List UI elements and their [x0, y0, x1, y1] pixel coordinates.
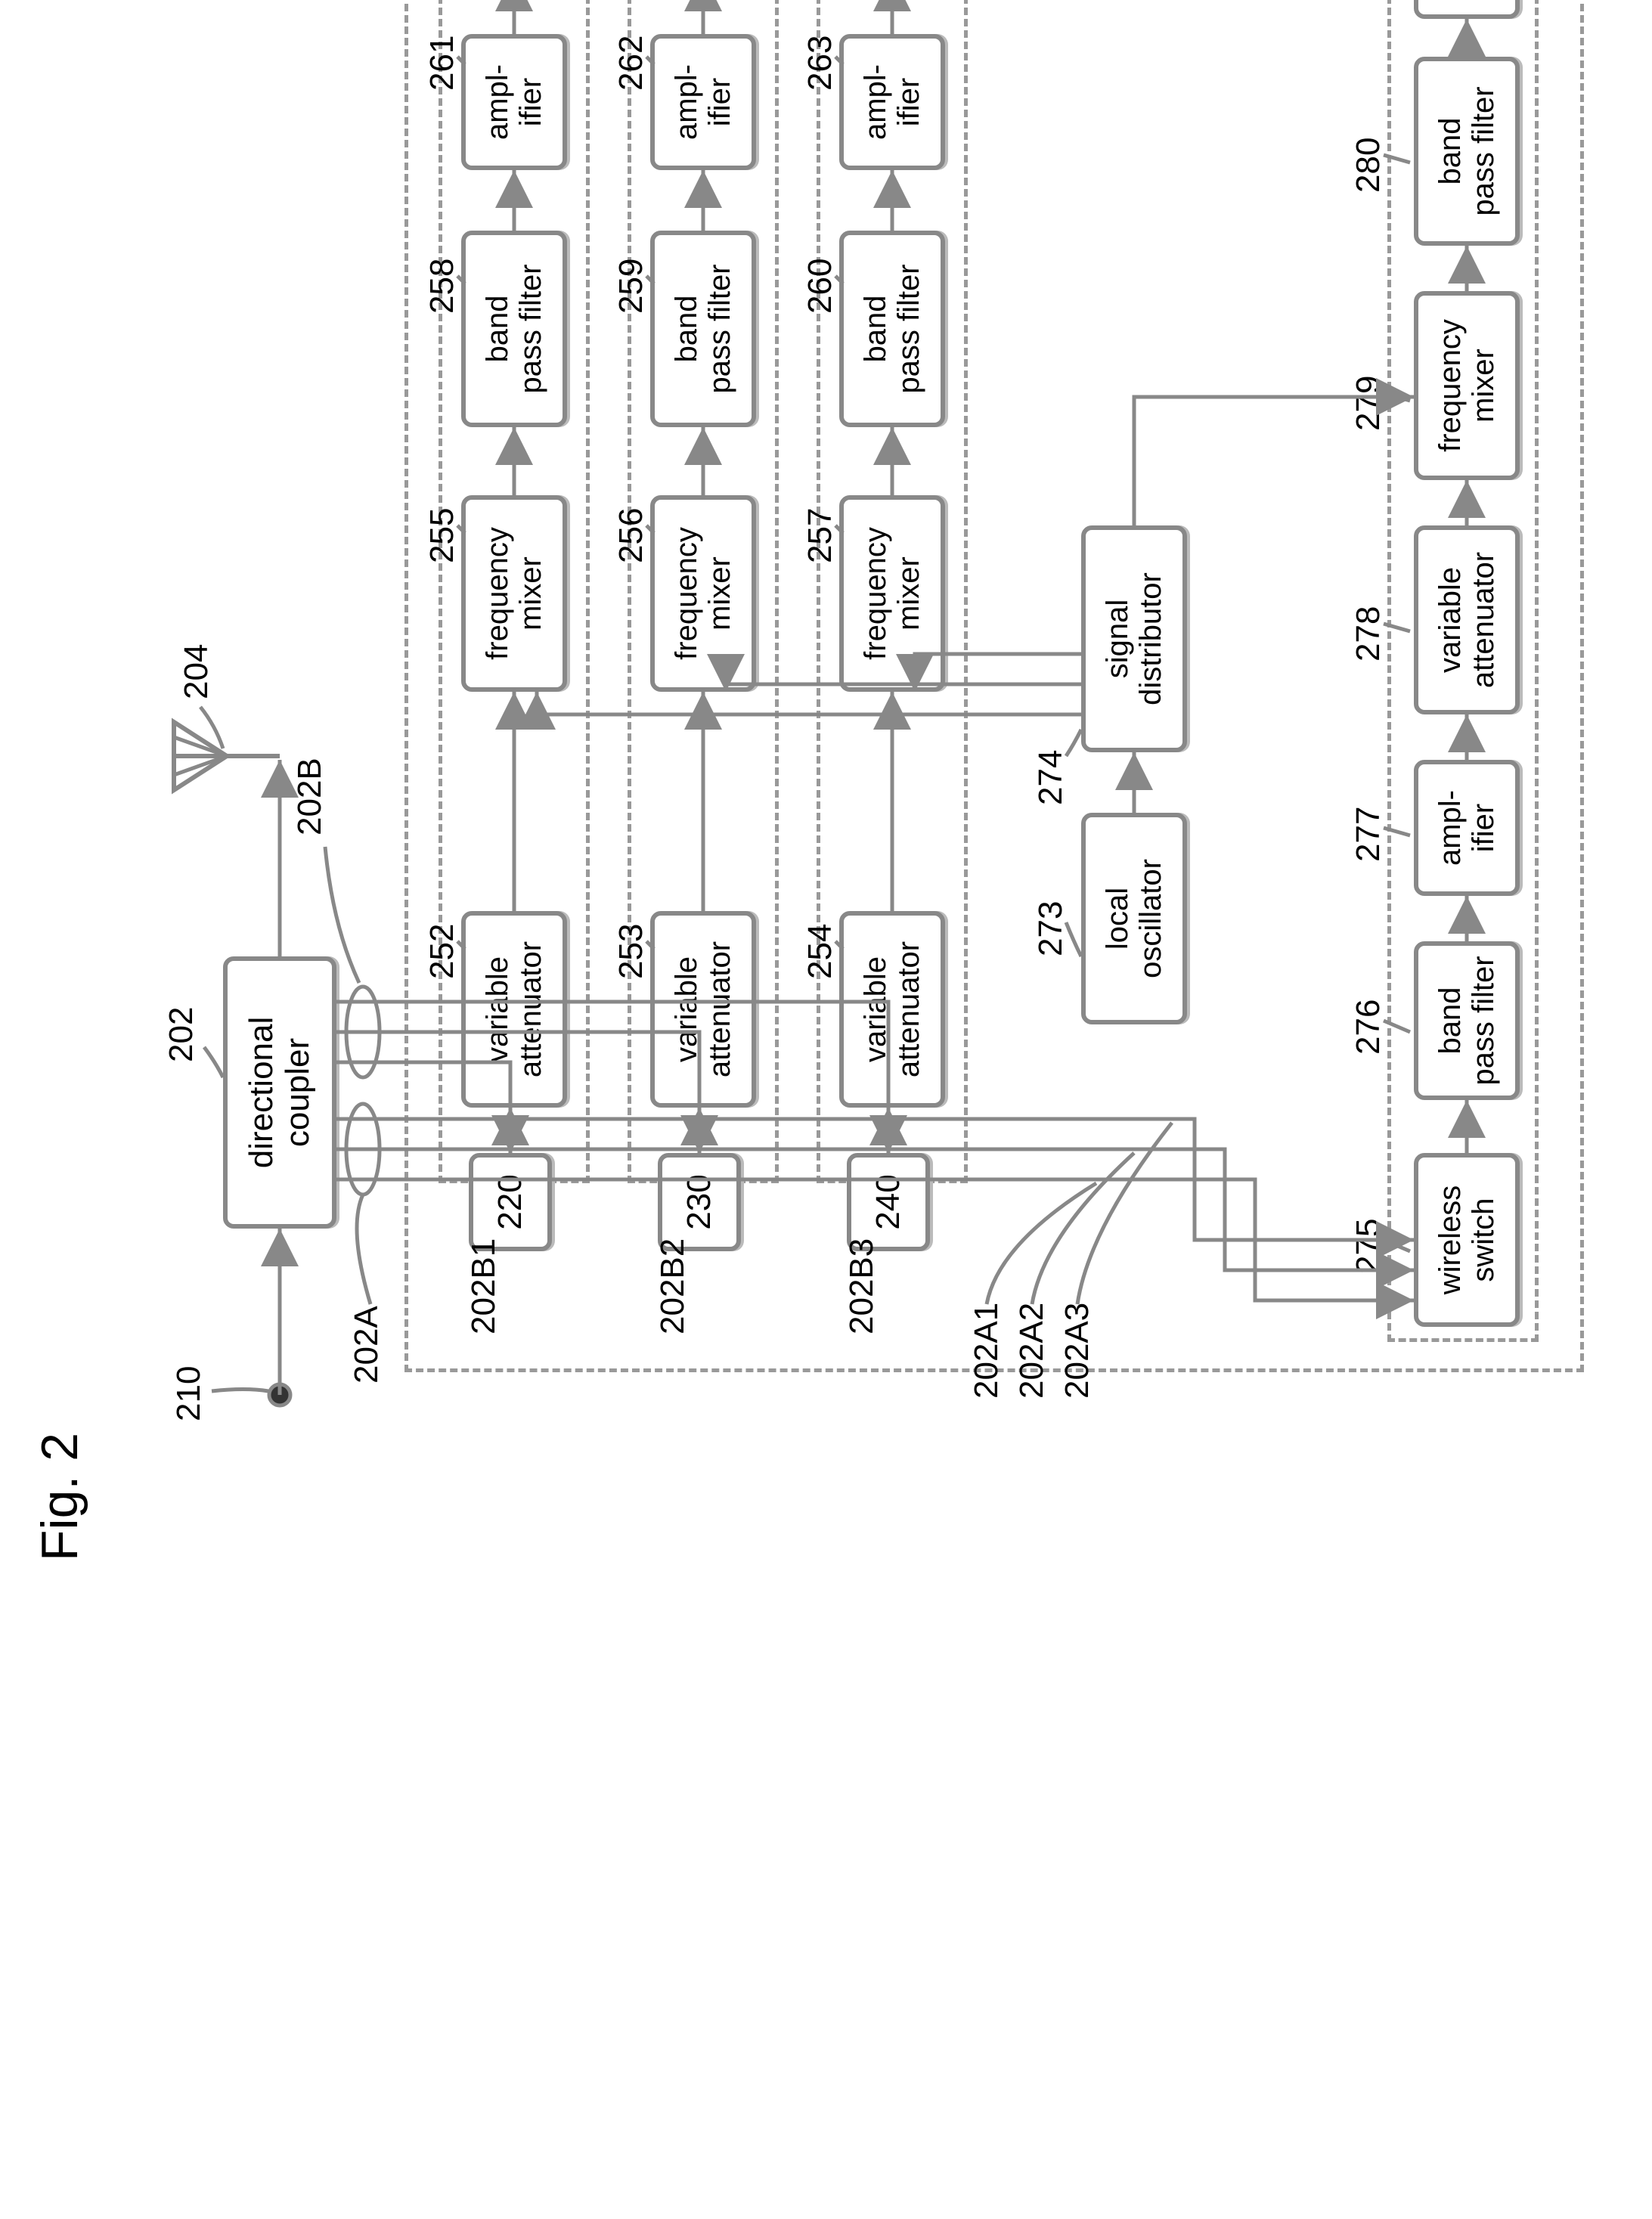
ref-279: 279 — [1350, 376, 1387, 431]
ref-202B1: 202B1 — [465, 1238, 503, 1334]
ref-202B2: 202B2 — [654, 1238, 692, 1334]
ref-202B: 202B — [291, 758, 329, 835]
ref-273: 273 — [1032, 901, 1070, 956]
ref-202A: 202A — [348, 1306, 386, 1384]
local-oscillator: localoscillator — [1081, 813, 1187, 1024]
ref-202: 202 — [163, 1007, 200, 1062]
ref-257: 257 — [801, 508, 839, 563]
ref-276: 276 — [1350, 999, 1387, 1055]
ref-254: 254 — [801, 924, 839, 979]
ref-255: 255 — [423, 508, 461, 563]
ref-253: 253 — [612, 924, 650, 979]
ref-202A1: 202A1 — [968, 1303, 1006, 1399]
block-diagram: directionalcoupler 220 variableattenuato… — [113, 0, 1610, 1607]
antenna-icon — [166, 714, 280, 798]
ref-202A3: 202A3 — [1058, 1303, 1096, 1399]
va-254: variableattenuator — [839, 911, 945, 1108]
figure-label: Fig. 2 — [30, 1433, 89, 1561]
ref-259: 259 — [612, 259, 650, 314]
bpf-280: bandpass filter — [1414, 57, 1520, 246]
amp-261: ampl-ifier — [461, 34, 567, 170]
va-278: variableattenuator — [1414, 525, 1520, 714]
bpf-276: bandpass filter — [1414, 941, 1520, 1100]
tx-240: 240 — [847, 1153, 930, 1251]
ref-262: 262 — [612, 36, 650, 91]
ref-258: 258 — [423, 259, 461, 314]
mixer-255: frequencymixer — [461, 495, 567, 692]
ref-274: 274 — [1032, 750, 1070, 805]
ref-202A2: 202A2 — [1013, 1303, 1051, 1399]
bpf-260: bandpass filter — [839, 231, 945, 427]
amp-277: ampl-ifier — [1414, 760, 1520, 896]
mixer-257: frequencymixer — [839, 495, 945, 692]
mixer-279: frequencymixer — [1414, 291, 1520, 480]
bpf-258: bandpass filter — [461, 231, 567, 427]
wireless-switch: wirelessswitch — [1414, 1153, 1520, 1327]
amp-283: ampl-ifier — [1414, 0, 1520, 19]
tx-230: 230 — [658, 1153, 741, 1251]
ref-261: 261 — [423, 36, 461, 91]
va-252: variableattenuator — [461, 911, 567, 1108]
ref-278: 278 — [1350, 606, 1387, 662]
signal-distributor: signaldistributor — [1081, 525, 1187, 752]
ref-260: 260 — [801, 259, 839, 314]
amp-263: ampl-ifier — [839, 34, 945, 170]
directional-coupler: directionalcoupler — [223, 956, 336, 1229]
ref-204: 204 — [178, 644, 215, 699]
ref-202B3: 202B3 — [843, 1238, 881, 1334]
ref-277: 277 — [1350, 807, 1387, 862]
ref-263: 263 — [801, 36, 839, 91]
ref-252: 252 — [423, 924, 461, 979]
ref-275: 275 — [1350, 1219, 1387, 1274]
ref-280: 280 — [1350, 138, 1387, 193]
amp-262: ampl-ifier — [650, 34, 756, 170]
va-253: variableattenuator — [650, 911, 756, 1108]
bpf-259: bandpass filter — [650, 231, 756, 427]
ref-210: 210 — [170, 1366, 208, 1421]
tx-220: 220 — [469, 1153, 552, 1251]
mixer-256: frequencymixer — [650, 495, 756, 692]
ref-256: 256 — [612, 508, 650, 563]
